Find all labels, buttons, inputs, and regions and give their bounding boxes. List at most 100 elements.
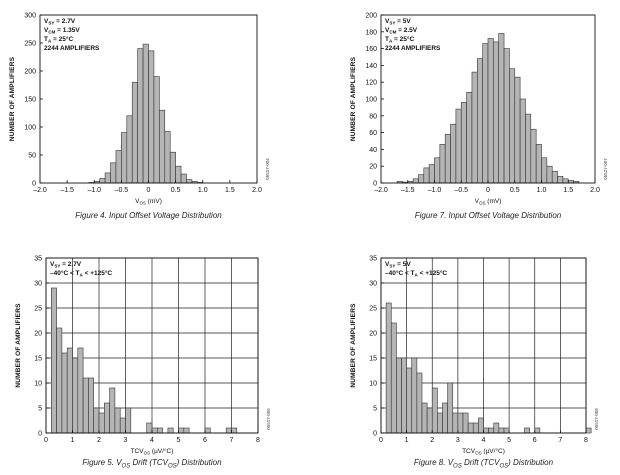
histogram-bar bbox=[204, 427, 211, 434]
y-tick-label: 250 bbox=[24, 41, 36, 48]
y-tick-label: 35 bbox=[34, 256, 42, 263]
histogram-bar bbox=[77, 347, 84, 434]
histogram-bar bbox=[169, 151, 176, 184]
x-tick-label: 5 bbox=[507, 437, 511, 444]
y-tick-label: 200 bbox=[24, 69, 36, 76]
histogram-bar bbox=[418, 174, 425, 184]
chart-caption: Figure 4. Input Offset Voltage Distribut… bbox=[75, 211, 222, 220]
y-tick-label: 100 bbox=[24, 125, 36, 132]
x-tick-label: 8 bbox=[584, 437, 588, 444]
annotation-text: VSY = 2.7V bbox=[50, 261, 82, 269]
histogram-bar bbox=[50, 287, 57, 434]
histogram-bar bbox=[514, 76, 521, 184]
y-tick-label: 50 bbox=[28, 153, 36, 160]
histogram-bar bbox=[452, 412, 459, 434]
histogram-bar bbox=[498, 33, 505, 184]
histogram-bar bbox=[535, 144, 542, 184]
histogram-bar bbox=[467, 422, 474, 434]
histogram-bar bbox=[164, 131, 171, 184]
x-tick-label: 1 bbox=[71, 437, 75, 444]
histogram-bar bbox=[109, 387, 116, 434]
histogram-bar bbox=[231, 427, 238, 434]
y-tick-label: 25 bbox=[34, 306, 42, 313]
y-tick-label: 150 bbox=[24, 97, 36, 104]
y-tick-label: 15 bbox=[34, 356, 42, 363]
y-axis-label: NUMBER OF AMPLIFIERS bbox=[350, 303, 357, 388]
chart-vos-5v: –2.0 –1.5 –1.0 –0.5 0 0.5 1.0 1.5 2.0 0 20 40 60 80 10… bbox=[350, 13, 608, 206]
histogram-bar bbox=[457, 412, 464, 434]
y-tick-label: 35 bbox=[369, 256, 377, 263]
chart-caption: Figure 8. VOS Drift (TCVOS) Distribution bbox=[413, 458, 554, 470]
y-tick-label: 20 bbox=[369, 331, 377, 338]
histogram-bar bbox=[534, 427, 541, 434]
histogram-bar bbox=[546, 165, 553, 184]
histogram-bar bbox=[401, 357, 407, 434]
x-axis-label: VOS (mV) bbox=[135, 198, 162, 206]
y-tick-label: 15 bbox=[369, 356, 377, 363]
histogram-bar bbox=[416, 372, 423, 434]
histogram-bar bbox=[503, 427, 510, 434]
histogram-bar bbox=[472, 422, 479, 434]
annotation-text: 2244 AMPLIFIERS bbox=[385, 45, 441, 52]
y-tick-label: 60 bbox=[369, 130, 377, 137]
x-tick-label: 0.5 bbox=[510, 187, 520, 194]
x-tick-label: –2.0 bbox=[33, 187, 47, 194]
histogram-bar bbox=[406, 367, 413, 434]
histogram-bar bbox=[493, 41, 500, 184]
histogram-bar bbox=[541, 157, 548, 184]
histogram-bar bbox=[104, 402, 110, 434]
y-axis-label: NUMBER OF AMPLIFIERS bbox=[9, 56, 16, 141]
histogram-bar bbox=[412, 178, 419, 184]
y-tick-label: 300 bbox=[24, 13, 36, 20]
histogram-bar bbox=[447, 382, 454, 434]
y-tick-label: 80 bbox=[369, 113, 377, 120]
histogram-bar bbox=[585, 427, 592, 434]
annotation-text: VSY = 5V bbox=[385, 261, 411, 269]
histogram-bar bbox=[530, 128, 537, 184]
histogram-bar bbox=[142, 43, 149, 184]
y-tick-label: 0 bbox=[373, 181, 377, 188]
x-tick-label: 1 bbox=[405, 437, 409, 444]
figure-id: 05527-005 bbox=[266, 408, 271, 430]
x-tick-label: 6 bbox=[533, 437, 537, 444]
histogram-bar bbox=[478, 417, 484, 434]
histogram-bar bbox=[146, 422, 153, 434]
x-tick-label: 7 bbox=[230, 437, 234, 444]
x-tick-label: 1.5 bbox=[563, 187, 573, 194]
y-tick-label: 0 bbox=[38, 431, 42, 438]
histogram-bar bbox=[167, 427, 174, 434]
histogram-bar bbox=[151, 427, 158, 434]
histogram-bar bbox=[431, 387, 438, 434]
histogram-bar bbox=[437, 412, 443, 434]
histogram-bar bbox=[428, 164, 435, 184]
x-tick-label: –1.0 bbox=[428, 187, 442, 194]
histogram-bar bbox=[487, 38, 494, 184]
histogram-bar bbox=[82, 377, 89, 434]
histogram-bar bbox=[482, 43, 489, 184]
histogram-bar bbox=[488, 427, 495, 434]
x-tick-label: 3 bbox=[124, 437, 128, 444]
chart-caption: Figure 5. VOS Drift (TCVOS) Distribution bbox=[82, 458, 222, 470]
histogram-bar bbox=[159, 109, 166, 184]
histogram-bar bbox=[557, 175, 564, 184]
x-tick-label: 4 bbox=[482, 437, 486, 444]
histogram-bar bbox=[483, 427, 489, 434]
y-tick-label: 100 bbox=[365, 97, 377, 104]
histogram-bar bbox=[148, 50, 155, 184]
annotation-text: TA = 25°C bbox=[385, 35, 414, 44]
y-tick-label: 30 bbox=[369, 281, 377, 288]
histogram-bar bbox=[509, 68, 516, 184]
histogram-bar bbox=[178, 427, 185, 434]
y-tick-label: 10 bbox=[369, 381, 377, 388]
histogram-bar bbox=[562, 178, 569, 184]
y-tick-label: 10 bbox=[34, 381, 42, 388]
histogram-bar bbox=[423, 167, 430, 184]
histogram-bar bbox=[434, 157, 441, 184]
x-tick-label: 0 bbox=[379, 437, 383, 444]
x-axis-label: TCVOS (µV/°C) bbox=[462, 447, 505, 456]
x-tick-label: 0 bbox=[147, 187, 151, 194]
x-tick-label: 2 bbox=[97, 437, 101, 444]
histogram-bar bbox=[462, 412, 469, 434]
y-axis-label: NUMBER OF AMPLIFIERS bbox=[350, 56, 357, 141]
annotation-text: VCM = 1.35V bbox=[44, 27, 80, 35]
